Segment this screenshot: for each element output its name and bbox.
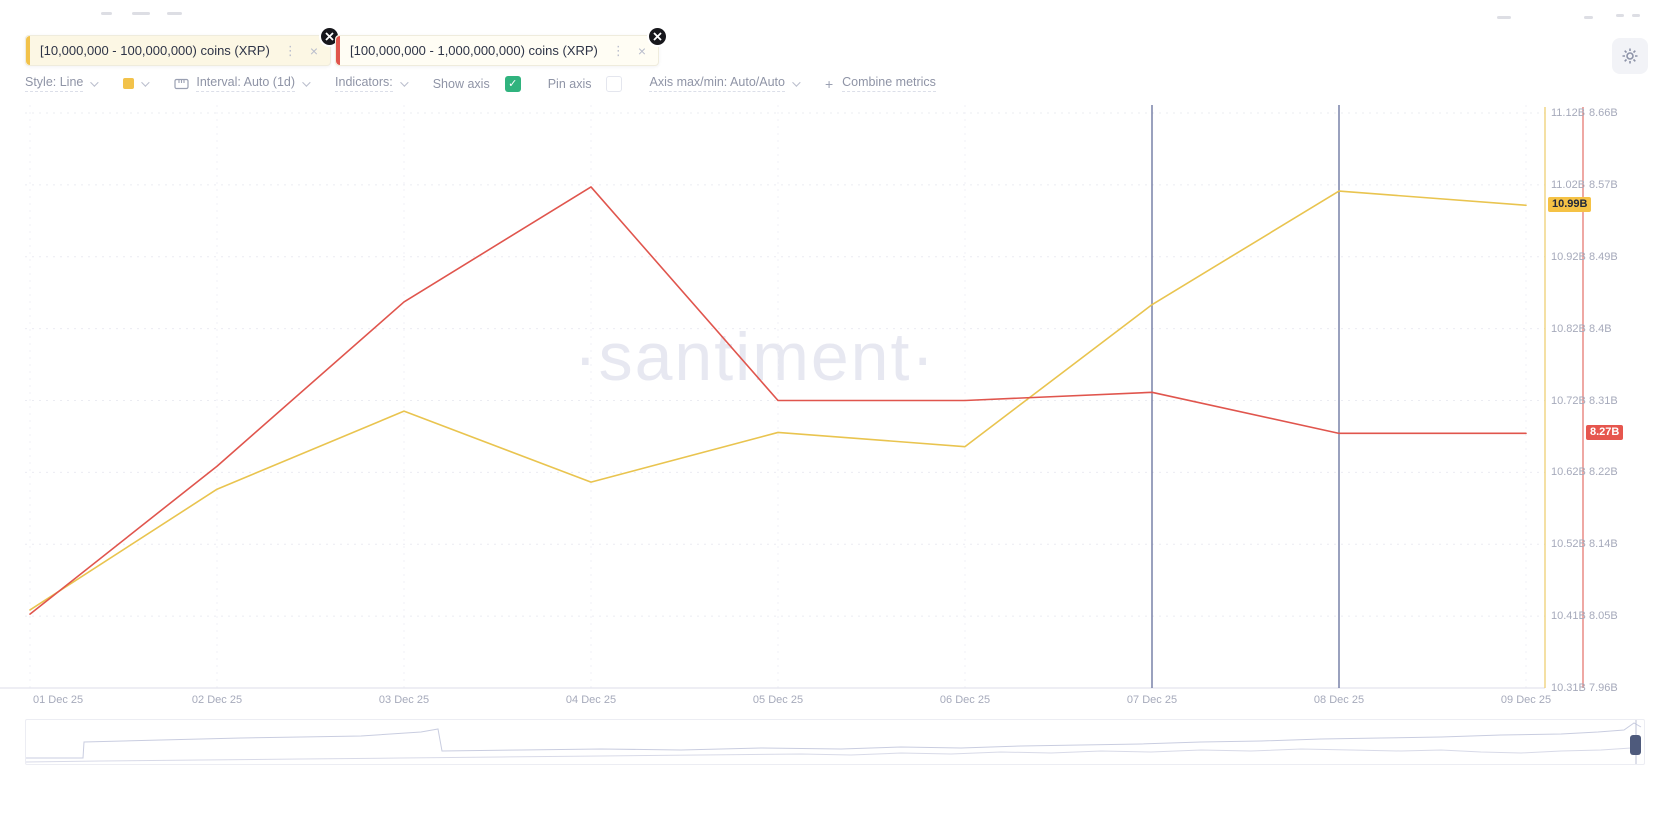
xrp-logo-badge — [649, 28, 667, 45]
navigator-line-2 — [26, 747, 1642, 763]
y-tick-label: 8.66B — [1589, 107, 1618, 119]
faded-control — [101, 12, 112, 15]
y-tick-label: 10.82B — [1551, 322, 1586, 335]
style-dropdown[interactable]: Style: Line — [25, 75, 100, 92]
y-tick-label: 7.96B — [1589, 682, 1618, 694]
navigator-line-1 — [26, 722, 1642, 759]
axis-maxmin-dropdown[interactable]: Axis max/min: Auto/Auto — [649, 75, 801, 92]
x-tick-label: 07 Dec 25 — [1126, 694, 1178, 706]
pin-axis-label: Pin axis — [547, 76, 592, 91]
close-icon[interactable]: × — [309, 42, 318, 59]
y-tick-label: 10.72B — [1551, 394, 1586, 407]
x-tick-label: 01 Dec 25 — [33, 694, 84, 706]
show-axis-checkbox[interactable]: Show axis ✓ — [432, 75, 521, 92]
gear-icon — [1622, 48, 1638, 64]
pin-axis-checkbox[interactable]: Pin axis — [547, 75, 623, 92]
interval-dropdown[interactable]: Interval: Auto (1d) — [174, 75, 311, 92]
combine-metrics-button[interactable]: + Combine metrics — [825, 75, 936, 92]
faded-control — [1632, 14, 1640, 17]
indicators-dropdown[interactable]: Indicators: — [335, 75, 409, 92]
chart-toolbar: Style: Line Interval: Auto (1d) Indicato… — [25, 75, 936, 92]
x-tick-label: 02 Dec 25 — [191, 694, 243, 706]
combine-metrics-label: Combine metrics — [842, 75, 936, 92]
y-tick-label: 10.52B — [1551, 538, 1586, 551]
santiment-watermark: ·santiment· — [573, 319, 937, 395]
y-tick-label: 10.41B — [1551, 610, 1586, 623]
y-tick-label: 11.12B — [1551, 107, 1586, 119]
kebab-menu-icon[interactable]: ⋮ — [283, 43, 297, 58]
interval-dropdown-label: Interval: Auto (1d) — [196, 75, 296, 92]
kebab-menu-icon[interactable]: ⋮ — [611, 43, 625, 58]
series-line-red — [29, 186, 1527, 615]
y-tick-label: 8.22B — [1589, 466, 1618, 479]
metric-label: [100,000,000 - 1,000,000,000) coins (XRP… — [350, 43, 598, 58]
metric-chip-1[interactable]: [10,000,000 - 100,000,000) coins (XRP) ⋮… — [25, 28, 338, 66]
x-tick-label: 09 Dec 25 — [1500, 694, 1552, 706]
x-tick-label: 03 Dec 25 — [378, 694, 430, 706]
series-line-yellow — [29, 190, 1527, 611]
color-swatch-dropdown[interactable] — [123, 77, 151, 89]
style-dropdown-label: Style: Line — [25, 75, 84, 92]
y-tick-label: 10.31B — [1551, 682, 1586, 694]
x-tick-label: 04 Dec 25 — [565, 694, 617, 706]
xrp-x-glyph — [653, 32, 662, 41]
y-tick-label: 8.4B — [1589, 322, 1612, 335]
indicators-dropdown-label: Indicators: — [335, 75, 393, 92]
y-tick-label: 8.49B — [1589, 250, 1618, 263]
timeline-navigator[interactable] — [25, 719, 1645, 765]
xrp-x-glyph — [325, 32, 334, 41]
metric-color-bar — [336, 36, 340, 65]
close-icon[interactable]: × — [637, 42, 647, 59]
show-axis-label: Show axis — [432, 76, 490, 91]
chart-settings-button[interactable] — [1612, 38, 1648, 74]
metric-chip-2[interactable]: [100,000,000 - 1,000,000,000) coins (XRP… — [335, 28, 667, 66]
plus-icon: + — [824, 75, 834, 92]
metric-chips-row: [10,000,000 - 100,000,000) coins (XRP) ⋮… — [25, 28, 667, 66]
y-tick-label: 11.02B — [1551, 178, 1586, 191]
navigator-drag-handle[interactable] — [1630, 735, 1641, 755]
x-tick-label: 06 Dec 25 — [939, 694, 991, 706]
xrp-logo-badge — [321, 28, 338, 45]
y-tick-label: 10.92B — [1551, 250, 1586, 263]
faded-browser-chrome — [0, 0, 1676, 26]
color-swatch — [123, 78, 135, 89]
y-tick-label: 8.05B — [1589, 610, 1618, 623]
current-value-badge: 10.99B — [1548, 197, 1592, 213]
faded-control — [1497, 16, 1511, 19]
current-value-badge: 8.27B — [1586, 425, 1624, 441]
faded-control — [167, 12, 182, 15]
x-tick-label: 08 Dec 25 — [1313, 694, 1365, 706]
checkbox-unchecked-icon[interactable] — [606, 75, 623, 92]
checkbox-checked-icon[interactable]: ✓ — [504, 75, 521, 92]
navigator-preview-lines — [26, 720, 1642, 764]
x-tick-label: 05 Dec 25 — [752, 694, 804, 706]
y-tick-label: 8.31B — [1589, 394, 1618, 407]
interval-ruler-icon — [174, 78, 189, 89]
y-tick-label: 8.14B — [1589, 538, 1618, 551]
axis-maxmin-label: Axis max/min: Auto/Auto — [649, 75, 785, 92]
faded-control — [132, 12, 150, 15]
faded-control — [1584, 16, 1593, 19]
y-tick-label: 8.57B — [1589, 178, 1618, 191]
faded-control — [1616, 14, 1624, 17]
y-tick-label: 10.62B — [1551, 466, 1586, 479]
metric-label: [10,000,000 - 100,000,000) coins (XRP) — [40, 43, 270, 58]
metric-color-bar — [26, 36, 30, 65]
